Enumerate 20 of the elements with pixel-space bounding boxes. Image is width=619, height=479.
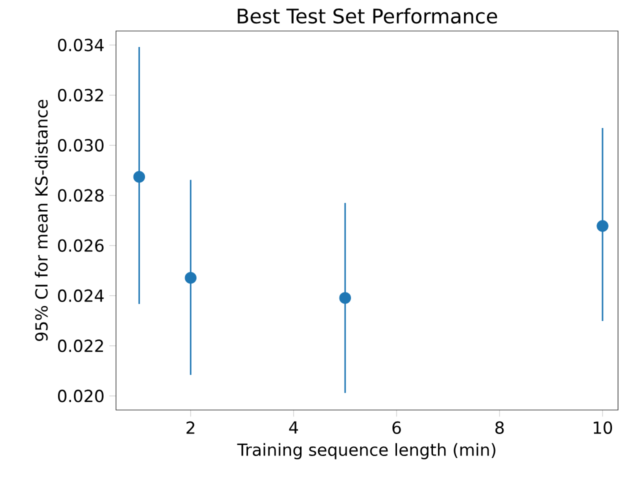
x-tick-label: 6 xyxy=(392,421,401,434)
y-tick-label: 0.030 xyxy=(58,138,104,152)
point xyxy=(339,292,351,304)
y-tick-label: 0.026 xyxy=(58,239,104,252)
point xyxy=(596,220,608,232)
y-tick-label: 0.032 xyxy=(58,88,103,102)
y-tick-label: 0.022 xyxy=(58,340,103,352)
y-tick-label: 0.024 xyxy=(58,289,104,302)
y-tick-label: 0.034 xyxy=(58,38,104,52)
point xyxy=(184,272,197,284)
x-tick-label: 10 xyxy=(594,421,612,434)
point xyxy=(133,171,146,183)
x-tick-label: 2 xyxy=(186,421,194,434)
x-tick-label: 4 xyxy=(289,421,298,434)
x-tick-label: 8 xyxy=(495,421,504,434)
y-axis-title: 95% CI for mean KS-distance xyxy=(34,100,48,341)
y-tick-label: 0.028 xyxy=(58,189,104,202)
chart-title: Best Test Set Performance xyxy=(238,8,498,24)
x-axis-title: Training sequence length (min) xyxy=(237,443,496,460)
y-tick-label: 0.020 xyxy=(58,390,104,402)
